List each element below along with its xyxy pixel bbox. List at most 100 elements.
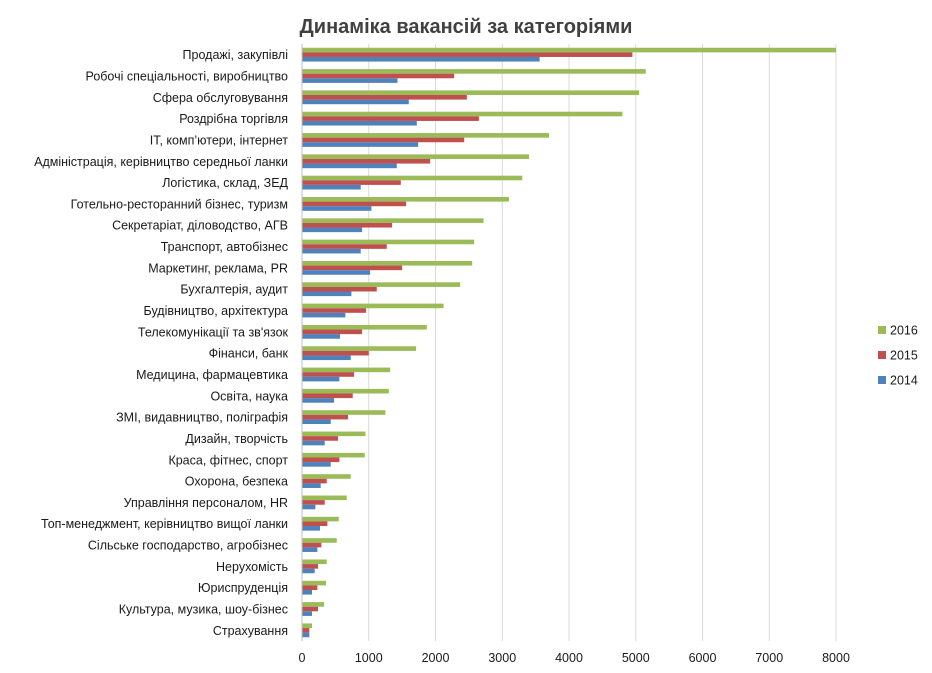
- bar-2016: [302, 431, 366, 437]
- x-tick-label: 2000: [422, 651, 450, 665]
- bar-2014: [302, 547, 318, 552]
- bar-2016: [302, 474, 351, 479]
- category-label: Краса, фітнес, спорт: [168, 453, 288, 467]
- category-label: Маркетинг, реклама, PR: [148, 261, 288, 275]
- bar-2015: [302, 308, 367, 313]
- bar-2016: [302, 324, 427, 330]
- bar-2014: [302, 78, 398, 83]
- bar-2016: [302, 346, 417, 351]
- category-label: Медицина, фармацевтика: [136, 368, 288, 382]
- bar-2015: [302, 244, 387, 249]
- bar-2014: [302, 483, 321, 488]
- bar-2016: [302, 303, 444, 309]
- category-label: Страхування: [213, 624, 288, 638]
- bar-2016: [302, 133, 549, 138]
- bar-2014: [302, 206, 372, 211]
- bar-2015: [302, 329, 363, 335]
- bar-2015: [302, 73, 455, 79]
- category-label: Транспорт, автобізнес: [161, 240, 288, 254]
- category-label: Будівництво, архітектура: [144, 304, 289, 318]
- bar-2015: [302, 372, 355, 377]
- bar-2016: [302, 47, 836, 53]
- category-label: Секретаріат, діловодство, АГВ: [112, 219, 288, 233]
- bar-2014: [302, 227, 363, 233]
- bar-2014: [302, 291, 352, 297]
- bar-2015: [302, 478, 327, 484]
- bar-2015: [302, 201, 407, 207]
- bar-2014: [302, 355, 351, 361]
- legend: 2016 2015 2014: [878, 324, 918, 388]
- bar-2015: [302, 393, 353, 399]
- bar-2015: [302, 628, 310, 633]
- bar-2014: [302, 248, 361, 254]
- category-label: Юриспруденція: [198, 581, 288, 595]
- bar-2016: [302, 111, 623, 117]
- x-tick-label: 6000: [689, 651, 717, 665]
- category-label: Культура, музика, шоу-бізнес: [119, 603, 288, 617]
- category-label: Сільське господарство, агробізнес: [88, 539, 288, 553]
- bar-2014: [302, 120, 417, 126]
- bars: [302, 47, 836, 638]
- category-label: Бухгалтерія, аудит: [180, 283, 288, 297]
- x-tick-label: 5000: [622, 651, 650, 665]
- bar-2016: [302, 197, 509, 202]
- bar-2016: [302, 239, 475, 245]
- bar-2014: [302, 163, 397, 169]
- legend-swatch-2014: [878, 376, 886, 384]
- legend-label: 2015: [890, 349, 918, 363]
- category-label: Готельно-ресторанний бізнес, туризм: [71, 197, 288, 211]
- bar-2016: [302, 154, 529, 159]
- bar-2014: [302, 462, 331, 467]
- bar-2014: [302, 56, 540, 62]
- bar-2015: [302, 158, 431, 164]
- bar-2015: [302, 116, 479, 121]
- bar-2016: [302, 218, 484, 223]
- category-label: Телекомунікації та зв'язок: [138, 325, 289, 339]
- bar-2014: [302, 376, 340, 382]
- bar-2015: [302, 500, 325, 505]
- category-label: ЗМІ, видавництво, поліграфія: [116, 411, 288, 425]
- bar-2014: [302, 440, 325, 446]
- x-tick-label: 4000: [555, 651, 583, 665]
- bar-2015: [302, 457, 340, 463]
- bar-2016: [302, 282, 461, 287]
- bar-2015: [302, 414, 349, 420]
- bar-2016: [302, 90, 640, 96]
- gridlines: [368, 44, 837, 641]
- bar-2014: [302, 312, 346, 318]
- bar-2016: [302, 367, 391, 373]
- bar-2015: [302, 52, 633, 57]
- category-label: Адміністрація, керівництво середньої лан…: [34, 155, 288, 169]
- category-label: ІТ, комп’ютери, інтернет: [150, 133, 288, 147]
- bar-2014: [302, 270, 371, 275]
- bar-2015: [302, 350, 369, 356]
- bar-2014: [302, 419, 331, 425]
- bar-2014: [302, 589, 313, 595]
- bar-2015: [302, 137, 465, 143]
- bar-2016: [302, 580, 327, 586]
- category-label: Логістика, склад, ЗЕД: [162, 176, 288, 190]
- bar-2015: [302, 222, 393, 228]
- category-label: Освіта, наука: [210, 389, 288, 403]
- bar-2014: [302, 184, 361, 190]
- axes: 0 1000 2000 3000 4000 5000 6000 7000 8000 Продажі…: [34, 44, 850, 665]
- bar-2016: [302, 559, 327, 565]
- bar-2016: [302, 69, 646, 74]
- bar-2015: [302, 265, 403, 271]
- bar-2015: [302, 521, 328, 527]
- bar-2016: [302, 538, 337, 543]
- bar-2016: [302, 623, 313, 629]
- bar-2016: [302, 602, 325, 607]
- chart-title: Динаміка вакансій за категоріями: [300, 16, 633, 38]
- bar-2014: [302, 99, 409, 105]
- category-label: Охорона, безпека: [185, 475, 288, 489]
- bar-2016: [302, 260, 473, 266]
- bar-2014: [302, 504, 316, 510]
- bar-2016: [302, 175, 523, 181]
- bar-2014: [302, 398, 335, 403]
- bar-2015: [302, 180, 401, 185]
- bar-2015: [302, 606, 319, 612]
- bar-2014: [302, 526, 321, 531]
